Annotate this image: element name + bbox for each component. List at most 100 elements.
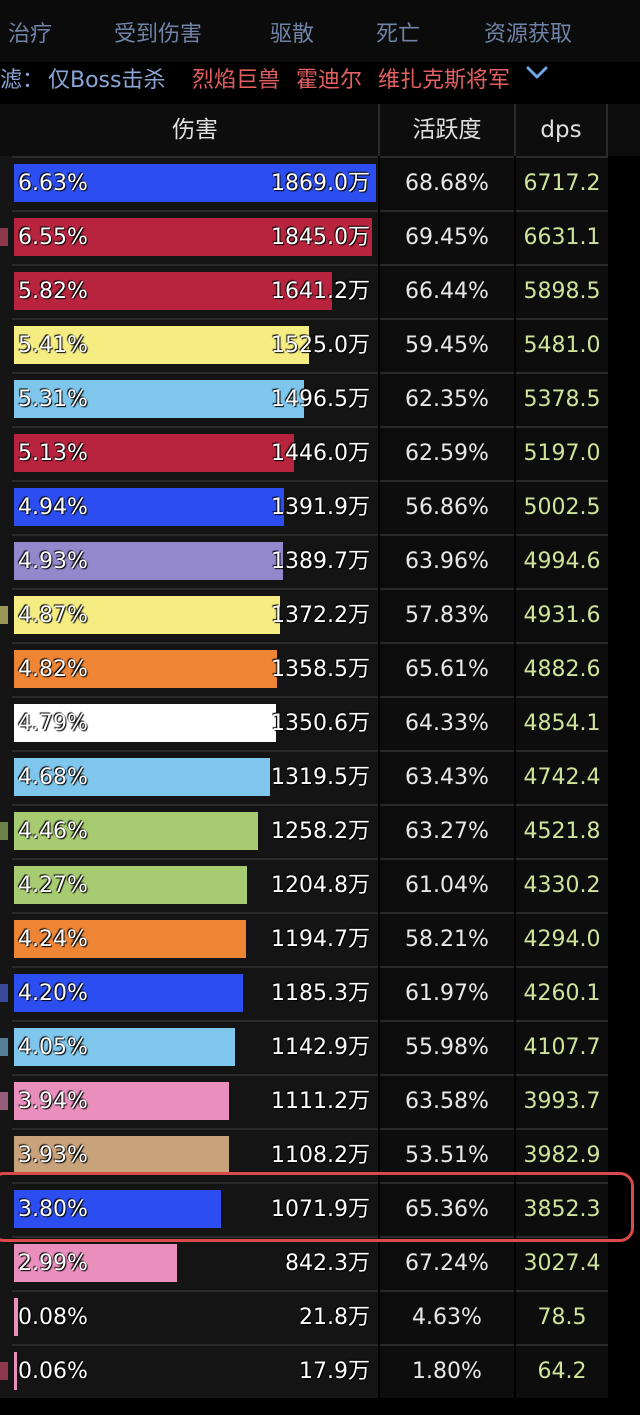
damage-amount: 1111.2万 xyxy=(271,1089,370,1114)
tab-deaths[interactable]: 死亡 xyxy=(376,22,421,47)
row-spacer xyxy=(608,534,640,588)
activity-cell: 63.58% xyxy=(380,1074,514,1128)
damage-cell: 0.08% 21.8万 xyxy=(12,1290,378,1344)
damage-bar xyxy=(14,218,372,256)
class-marker xyxy=(0,606,8,624)
damage-bar xyxy=(14,758,270,796)
class-marker xyxy=(0,1092,8,1110)
row-spacer xyxy=(608,858,640,912)
table-row[interactable]: 0.06% 17.9万 1.80% 64.2 xyxy=(0,1344,640,1398)
filter-boss-kills[interactable]: 仅Boss击杀 xyxy=(48,68,166,93)
damage-amount: 1496.5万 xyxy=(271,387,370,412)
table-row[interactable]: 4.46% 1258.2万 63.27% 4521.8 xyxy=(0,804,640,858)
class-marker-cell xyxy=(0,1128,12,1182)
class-marker xyxy=(0,1038,8,1056)
activity-cell: 63.96% xyxy=(380,534,514,588)
damage-amount: 1108.2万 xyxy=(271,1143,370,1168)
damage-percent: 4.20% xyxy=(18,981,88,1006)
table-row[interactable]: 4.79% 1350.6万 64.33% 4854.1 xyxy=(0,696,640,750)
activity-cell: 65.61% xyxy=(380,642,514,696)
damage-amount: 1869.0万 xyxy=(271,171,370,196)
table-row[interactable]: 4.82% 1358.5万 65.61% 4882.6 xyxy=(0,642,640,696)
table-row[interactable]: 4.93% 1389.7万 63.96% 4994.6 xyxy=(0,534,640,588)
activity-cell: 66.44% xyxy=(380,264,514,318)
table-row[interactable]: 3.94% 1111.2万 63.58% 3993.7 xyxy=(0,1074,640,1128)
damage-amount: 1641.2万 xyxy=(271,279,370,304)
damage-percent: 5.13% xyxy=(18,441,88,466)
activity-cell: 4.63% xyxy=(380,1290,514,1344)
damage-amount: 1071.9万 xyxy=(271,1197,370,1222)
damage-bar xyxy=(14,272,332,310)
filter-general-vezax[interactable]: 维扎克斯将军 xyxy=(378,68,511,93)
damage-amount: 1194.7万 xyxy=(271,927,370,952)
table-row[interactable]: 3.93% 1108.2万 53.51% 3982.9 xyxy=(0,1128,640,1182)
damage-amount: 21.8万 xyxy=(299,1305,370,1330)
damage-bar xyxy=(14,920,246,958)
header-activity[interactable]: 活跃度 xyxy=(380,104,516,156)
activity-cell: 55.98% xyxy=(380,1020,514,1074)
class-marker-cell xyxy=(0,1074,12,1128)
damage-cell: 0.06% 17.9万 xyxy=(12,1344,378,1398)
chevron-down-icon[interactable] xyxy=(524,60,550,86)
tab-damage-taken[interactable]: 受到伤害 xyxy=(114,22,203,47)
header-dps[interactable]: dps xyxy=(516,104,608,156)
filter-hodir[interactable]: 霍迪尔 xyxy=(296,68,363,93)
dps-cell: 6631.1 xyxy=(516,210,608,264)
damage-cell: 4.24% 1194.7万 xyxy=(12,912,378,966)
table-row[interactable]: 0.08% 21.8万 4.63% 78.5 xyxy=(0,1290,640,1344)
table-header: 伤害 活跃度 dps xyxy=(0,104,640,156)
table-row[interactable]: 2.99% 842.3万 67.24% 3027.4 xyxy=(0,1236,640,1290)
class-marker-cell xyxy=(0,696,12,750)
table-row[interactable]: 4.20% 1185.3万 61.97% 4260.1 xyxy=(0,966,640,1020)
damage-bar xyxy=(14,434,294,472)
table-row[interactable]: 5.41% 1525.0万 59.45% 5481.0 xyxy=(0,318,640,372)
damage-amount: 1446.0万 xyxy=(271,441,370,466)
class-marker-cell xyxy=(0,750,12,804)
table-row[interactable]: 5.13% 1446.0万 62.59% 5197.0 xyxy=(0,426,640,480)
table-row[interactable]: 5.82% 1641.2万 66.44% 5898.5 xyxy=(0,264,640,318)
table-row[interactable]: 4.24% 1194.7万 58.21% 4294.0 xyxy=(0,912,640,966)
table-row[interactable]: 5.31% 1496.5万 62.35% 5378.5 xyxy=(0,372,640,426)
table-row[interactable]: 4.94% 1391.9万 56.86% 5002.5 xyxy=(0,480,640,534)
row-spacer xyxy=(608,1182,640,1236)
activity-cell: 64.33% xyxy=(380,696,514,750)
damage-percent: 5.82% xyxy=(18,279,88,304)
table-row[interactable]: 4.87% 1372.2万 57.83% 4931.6 xyxy=(0,588,640,642)
damage-amount: 1204.8万 xyxy=(271,873,370,898)
damage-amount: 1319.5万 xyxy=(271,765,370,790)
table-row[interactable]: 4.05% 1142.9万 55.98% 4107.7 xyxy=(0,1020,640,1074)
damage-cell: 4.46% 1258.2万 xyxy=(12,804,378,858)
class-marker xyxy=(0,984,8,1002)
dps-cell: 4294.0 xyxy=(516,912,608,966)
damage-bar xyxy=(14,488,284,526)
tab-healing[interactable]: 治疗 xyxy=(8,22,53,47)
tab-resources[interactable]: 资源获取 xyxy=(484,22,573,47)
damage-cell: 6.63% 1869.0万 xyxy=(12,156,378,210)
damage-bar xyxy=(14,1082,229,1120)
damage-bar xyxy=(14,1028,235,1066)
damage-percent: 0.08% xyxy=(18,1305,88,1330)
header-damage[interactable]: 伤害 xyxy=(12,104,380,156)
row-spacer xyxy=(608,1290,640,1344)
table-row[interactable]: 6.63% 1869.0万 68.68% 6717.2 xyxy=(0,156,640,210)
table-row[interactable]: 3.80% 1071.9万 65.36% 3852.3 xyxy=(0,1182,640,1236)
damage-percent: 4.79% xyxy=(18,711,88,736)
damage-percent: 2.99% xyxy=(18,1251,88,1276)
damage-amount: 1350.6万 xyxy=(271,711,370,736)
damage-bar xyxy=(14,542,283,580)
damage-percent: 0.06% xyxy=(18,1359,88,1384)
dps-cell: 5002.5 xyxy=(516,480,608,534)
damage-amount: 1258.2万 xyxy=(271,819,370,844)
damage-bar xyxy=(14,866,247,904)
class-marker-cell xyxy=(0,318,12,372)
table-row[interactable]: 4.68% 1319.5万 63.43% 4742.4 xyxy=(0,750,640,804)
damage-cell: 3.93% 1108.2万 xyxy=(12,1128,378,1182)
table-row[interactable]: 4.27% 1204.8万 61.04% 4330.2 xyxy=(0,858,640,912)
filter-flame-leviathan[interactable]: 烈焰巨兽 xyxy=(192,68,281,93)
row-spacer xyxy=(608,1020,640,1074)
activity-cell: 61.04% xyxy=(380,858,514,912)
tab-dispels[interactable]: 驱散 xyxy=(270,22,315,47)
class-marker-cell xyxy=(0,372,12,426)
activity-cell: 61.97% xyxy=(380,966,514,1020)
table-row[interactable]: 6.55% 1845.0万 69.45% 6631.1 xyxy=(0,210,640,264)
